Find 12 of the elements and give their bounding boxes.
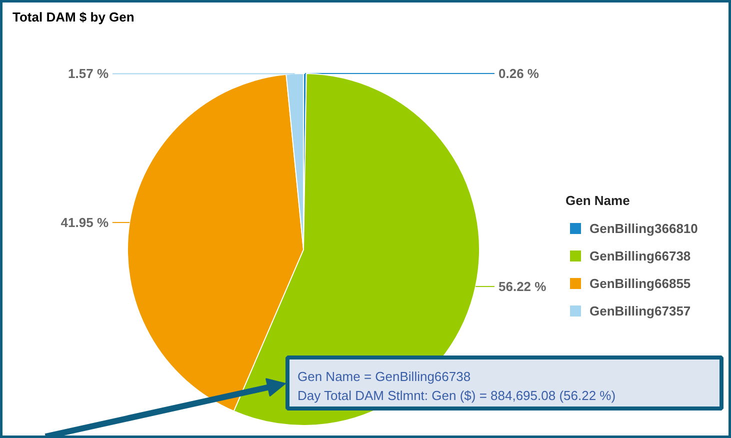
- legend-label: GenBilling66855: [590, 276, 691, 291]
- chart-title: Total DAM $ by Gen: [12, 10, 134, 24]
- data-label: 0.26 %: [498, 66, 540, 82]
- legend-label: GenBilling366810: [590, 221, 698, 236]
- legend-label: GenBilling66738: [590, 248, 691, 264]
- legend-label: GenBilling67357: [590, 304, 691, 318]
- data-label: 41.95 %: [60, 214, 109, 230]
- text: Gen Name = GenBilling66738: [298, 369, 471, 384]
- legend-title: Gen Name: [566, 193, 630, 208]
- text: Day Total DAM Stlmnt: Gen ($) = 884,695.08 (56.22 %): [298, 388, 616, 403]
- data-label: 56.22 %: [498, 278, 547, 294]
- data-label: 1.57 %: [68, 66, 109, 82]
